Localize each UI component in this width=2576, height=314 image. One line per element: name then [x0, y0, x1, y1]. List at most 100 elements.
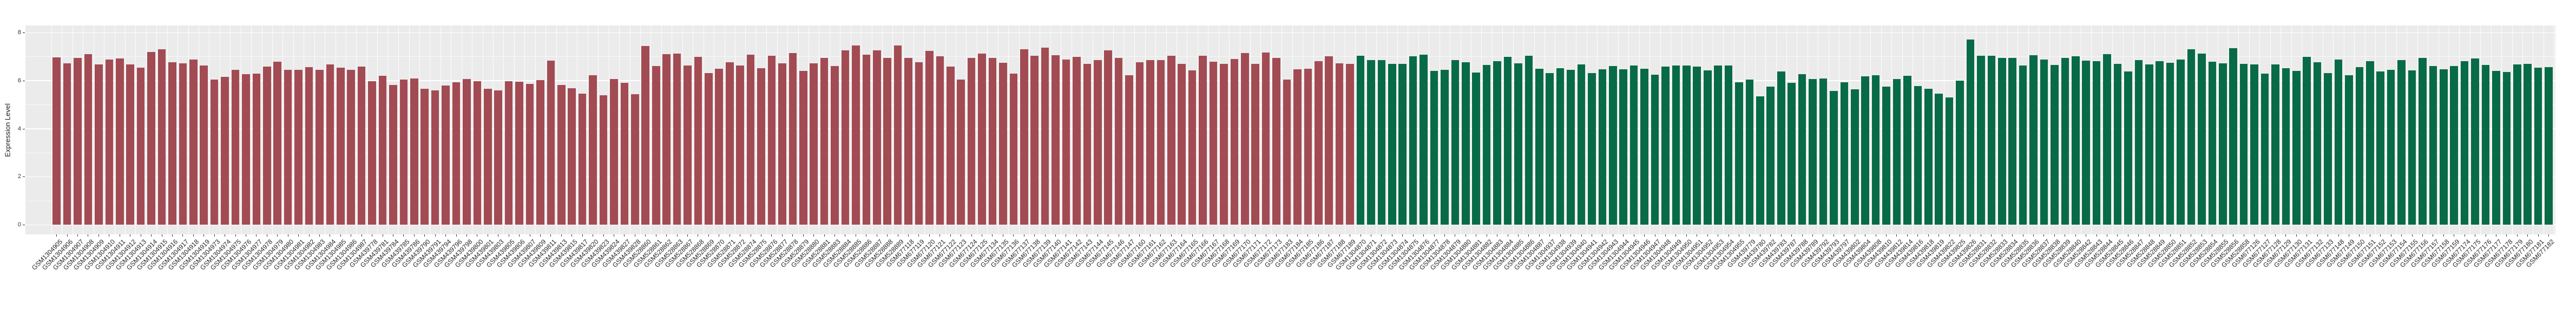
bar [746, 54, 755, 225]
bar [399, 80, 408, 225]
bar [2218, 63, 2227, 225]
x-gridline [2490, 25, 2492, 234]
x-axis-tick [1171, 234, 1172, 237]
x-axis-tick [1665, 234, 1666, 237]
bar [210, 79, 219, 225]
bar [2260, 73, 2269, 225]
bar [1409, 56, 1417, 225]
bar [788, 53, 797, 225]
bar [242, 74, 250, 225]
bar [1420, 54, 1428, 225]
x-axis-tick [2516, 234, 2518, 237]
bar [2134, 60, 2143, 225]
x-gridline [1881, 25, 1882, 234]
bar [2534, 68, 2542, 225]
x-axis-tick [340, 234, 341, 237]
x-axis-tick [445, 234, 446, 237]
bar [1283, 79, 1291, 225]
x-gridline [2238, 25, 2239, 234]
x-gridline [892, 25, 893, 234]
bar [2366, 61, 2374, 225]
bar [2103, 54, 2111, 225]
bar [1683, 66, 1691, 225]
bar [463, 79, 471, 225]
x-axis-tick [1770, 234, 1771, 237]
bar [1272, 57, 1280, 225]
bar [1125, 75, 1133, 225]
bar [1693, 67, 1701, 225]
x-axis-tick [2254, 234, 2255, 237]
x-axis-tick [1160, 234, 1161, 237]
x-gridline [1986, 25, 1987, 234]
bar [1052, 55, 1060, 225]
bar [1304, 69, 1312, 225]
bar [893, 45, 902, 225]
bar [1914, 86, 1922, 225]
x-gridline [535, 25, 536, 234]
x-axis-tick [2422, 234, 2423, 237]
bar [2019, 66, 2027, 225]
bar [337, 67, 345, 225]
x-gridline [1786, 25, 1787, 234]
bar [2471, 58, 2479, 225]
x-axis-tick [687, 234, 688, 237]
x-axis-tick [1013, 234, 1014, 237]
bar [2355, 67, 2364, 225]
y-gridline-major [25, 32, 2555, 33]
x-axis-tick [214, 234, 215, 237]
bar [1556, 68, 1565, 225]
bar [1903, 75, 1911, 225]
x-axis-tick [1949, 234, 1950, 237]
bar [1809, 79, 1817, 225]
x-axis-tick [666, 234, 667, 237]
bar [1661, 66, 1670, 225]
bar [2545, 67, 2553, 225]
bar [442, 86, 450, 225]
x-axis-tick [2012, 234, 2013, 237]
plot-panel [25, 25, 2555, 234]
x-axis-tick [792, 234, 793, 237]
x-axis-tick [803, 234, 804, 237]
bar [420, 89, 429, 225]
bar [1167, 56, 1175, 225]
bar [357, 66, 366, 225]
bar [2345, 75, 2353, 225]
x-gridline [2007, 25, 2008, 234]
bar [2082, 61, 2090, 225]
bar [1135, 62, 1144, 225]
x-axis-tick [1917, 234, 1918, 237]
bar [1945, 97, 1954, 225]
x-gridline [524, 25, 525, 234]
bar [1451, 60, 1460, 225]
bar [504, 81, 513, 225]
bar [2429, 66, 2437, 225]
x-axis-tick [971, 234, 972, 237]
x-gridline [1628, 25, 1629, 234]
x-gridline [1859, 25, 1861, 234]
x-gridline [1660, 25, 1661, 234]
x-gridline [314, 25, 315, 234]
x-gridline [2459, 25, 2460, 234]
x-gridline [1702, 25, 1703, 234]
y-axis-tick [23, 176, 25, 178]
x-gridline [356, 25, 357, 234]
x-axis-tick [1423, 234, 1424, 237]
x-gridline [1481, 25, 1482, 234]
bar [557, 84, 566, 225]
bar [2513, 64, 2521, 225]
x-gridline [251, 25, 252, 234]
bar [410, 78, 418, 225]
x-axis-tick [193, 234, 194, 237]
x-gridline [2512, 25, 2513, 234]
x-gridline [156, 25, 157, 234]
bar [1629, 66, 1638, 225]
x-axis-tick [2401, 234, 2402, 237]
bar [1777, 71, 1785, 225]
bar [1093, 60, 1102, 225]
bar [2460, 61, 2469, 225]
bar [2229, 48, 2237, 225]
bar [536, 80, 544, 225]
x-axis-tick [1780, 234, 1782, 237]
bar [1503, 56, 1512, 225]
y-axis-tick [23, 32, 25, 33]
